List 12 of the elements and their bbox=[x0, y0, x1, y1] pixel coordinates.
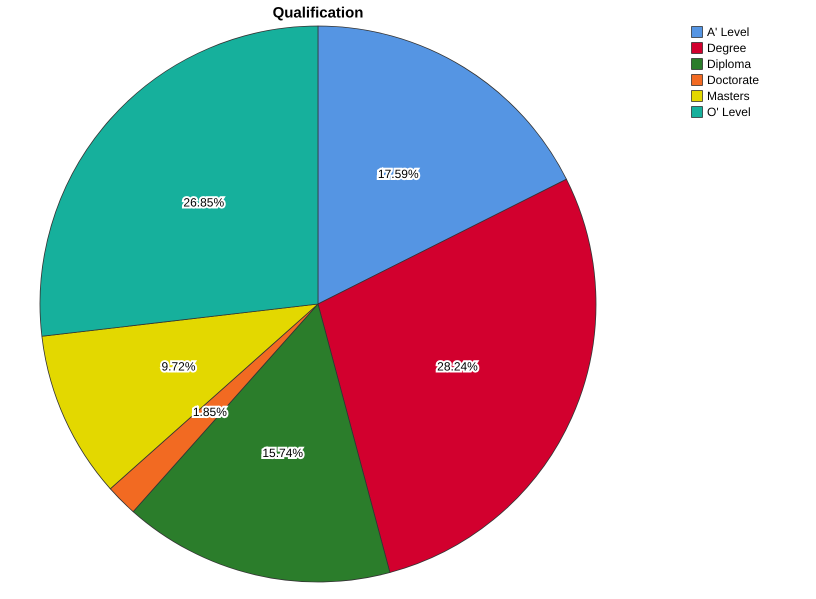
data-label: 15.74% bbox=[262, 446, 304, 460]
data-label: 26.85% bbox=[183, 195, 224, 210]
legend-label: Diploma bbox=[707, 57, 752, 71]
data-label: 28.24% bbox=[437, 360, 478, 374]
legend-label: Degree bbox=[707, 41, 747, 55]
legend-label: Masters bbox=[707, 89, 750, 103]
legend-label: Doctorate bbox=[707, 73, 760, 87]
data-label: 9.72% bbox=[161, 360, 196, 374]
chart-title: Qualification bbox=[272, 4, 364, 22]
legend-label: A' Level bbox=[707, 25, 750, 39]
legend-label: O' Level bbox=[707, 105, 751, 119]
data-label: 17.59% bbox=[378, 166, 419, 181]
